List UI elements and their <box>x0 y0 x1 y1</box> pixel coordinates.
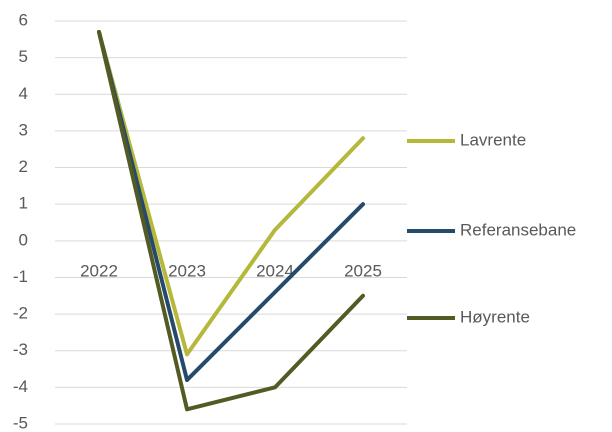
y-tick-label: 0 <box>19 230 28 249</box>
x-tick-label: 2023 <box>168 261 206 280</box>
x-tick-label: 2025 <box>344 261 382 280</box>
legend-label: Høyrente <box>460 307 530 326</box>
y-tick-label: 4 <box>19 84 28 103</box>
series-line <box>97 29 365 357</box>
y-tick-label: -4 <box>13 377 28 396</box>
legend-label: Lavrente <box>460 130 526 149</box>
legend-label: Referansebane <box>460 220 576 239</box>
y-tick-label: -5 <box>13 413 28 432</box>
y-tick-label: 6 <box>19 10 28 29</box>
y-tick-label: 2 <box>19 157 28 176</box>
x-tick-label: 2024 <box>256 261 294 280</box>
y-tick-label: -3 <box>13 340 28 359</box>
series-line <box>97 29 365 383</box>
y-tick-label: -1 <box>13 267 28 286</box>
series-line <box>97 29 365 412</box>
y-tick-label: 1 <box>19 194 28 213</box>
y-tick-label: 3 <box>19 120 28 139</box>
y-tick-label: -2 <box>13 304 28 323</box>
y-tick-label: 5 <box>19 47 28 66</box>
x-tick-label: 2022 <box>80 261 118 280</box>
